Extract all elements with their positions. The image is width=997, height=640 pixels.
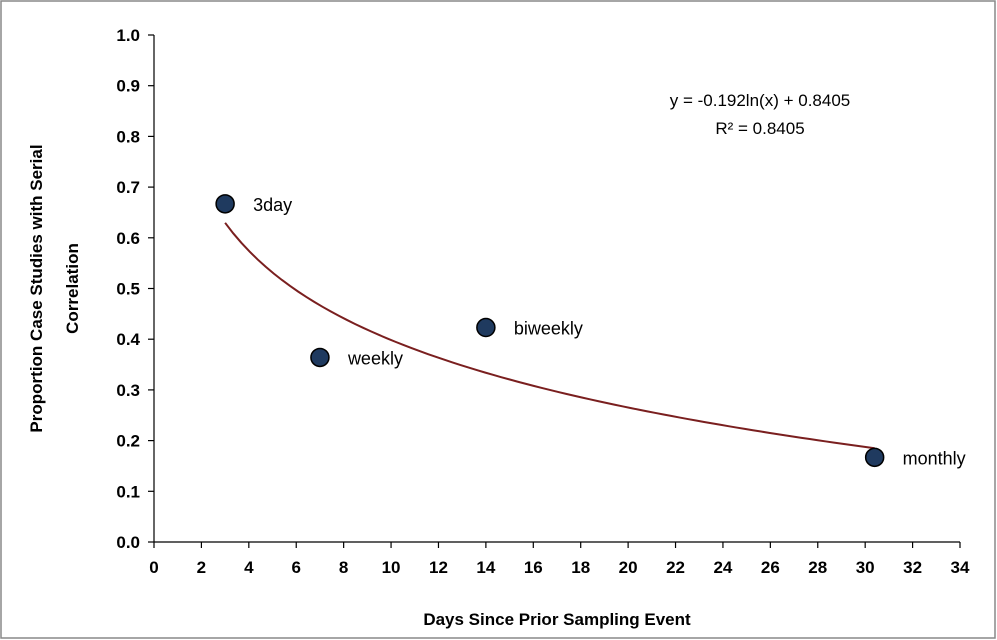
data-points: 3day weekly biweekly monthly bbox=[215, 194, 966, 468]
y-tick-label: 0.8 bbox=[116, 127, 140, 146]
trendline-equation: y = -0.192ln(x) + 0.8405 R² = 0.8405 bbox=[670, 91, 851, 138]
x-tick-label: 26 bbox=[761, 558, 780, 577]
x-axis-title: Days Since Prior Sampling Event bbox=[423, 610, 691, 629]
x-tick-label: 34 bbox=[951, 558, 970, 577]
data-point bbox=[864, 447, 885, 468]
y-tick-label: 0.1 bbox=[116, 482, 140, 501]
trendline-equation-line: R² = 0.8405 bbox=[715, 119, 804, 138]
x-tick-label: 0 bbox=[149, 558, 158, 577]
data-point-label: biweekly bbox=[514, 319, 583, 339]
y-tick-label: 0.3 bbox=[116, 381, 140, 400]
y-tick-label: 0.0 bbox=[116, 533, 140, 552]
x-tick-label: 20 bbox=[619, 558, 638, 577]
x-tick-label: 2 bbox=[197, 558, 206, 577]
x-tick-label: 18 bbox=[571, 558, 590, 577]
x-tick-label: 16 bbox=[524, 558, 543, 577]
data-point-label: weekly bbox=[347, 348, 403, 368]
x-tick-label: 14 bbox=[476, 558, 495, 577]
x-tick-label: 8 bbox=[339, 558, 348, 577]
data-point-label: monthly bbox=[903, 448, 966, 468]
y-axis-title-line: Proportion Case Studies with Serial bbox=[27, 144, 46, 432]
x-tick-label: 4 bbox=[244, 558, 254, 577]
x-tick-label: 28 bbox=[808, 558, 827, 577]
y-tick-label: 0.9 bbox=[116, 77, 140, 96]
data-point-label: 3day bbox=[253, 195, 292, 215]
y-ticks: 0.0 0.1 0.2 0.3 0.4 0.5 0.6 0.7 0.8 0.9 1.0 bbox=[116, 26, 154, 552]
x-tick-label: 10 bbox=[382, 558, 401, 577]
x-tick-label: 6 bbox=[292, 558, 301, 577]
y-tick-label: 1.0 bbox=[116, 26, 140, 45]
trendline bbox=[224, 222, 875, 450]
y-tick-label: 0.6 bbox=[116, 229, 140, 248]
data-point bbox=[476, 317, 496, 338]
x-tick-label: 22 bbox=[666, 558, 685, 577]
x-ticks: 0 2 4 6 8 10 12 14 16 18 20 22 24 26 28 30 32 34 bbox=[149, 542, 970, 577]
x-tick-label: 24 bbox=[713, 558, 732, 577]
y-tick-label: 0.7 bbox=[116, 178, 140, 197]
data-point bbox=[310, 347, 330, 368]
y-tick-label: 0.4 bbox=[116, 330, 140, 349]
y-tick-label: 0.2 bbox=[116, 432, 140, 451]
data-point bbox=[215, 194, 235, 214]
y-axis-title: Proportion Case Studies with Serial Corre… bbox=[27, 144, 82, 432]
trendline-equation-line: y = -0.192ln(x) + 0.8405 bbox=[670, 91, 851, 110]
x-tick-label: 30 bbox=[856, 558, 875, 577]
x-tick-label: 12 bbox=[429, 558, 448, 577]
y-tick-label: 0.5 bbox=[116, 280, 140, 299]
x-tick-label: 32 bbox=[903, 558, 922, 577]
y-axis-title-line: Correlation bbox=[63, 243, 82, 334]
